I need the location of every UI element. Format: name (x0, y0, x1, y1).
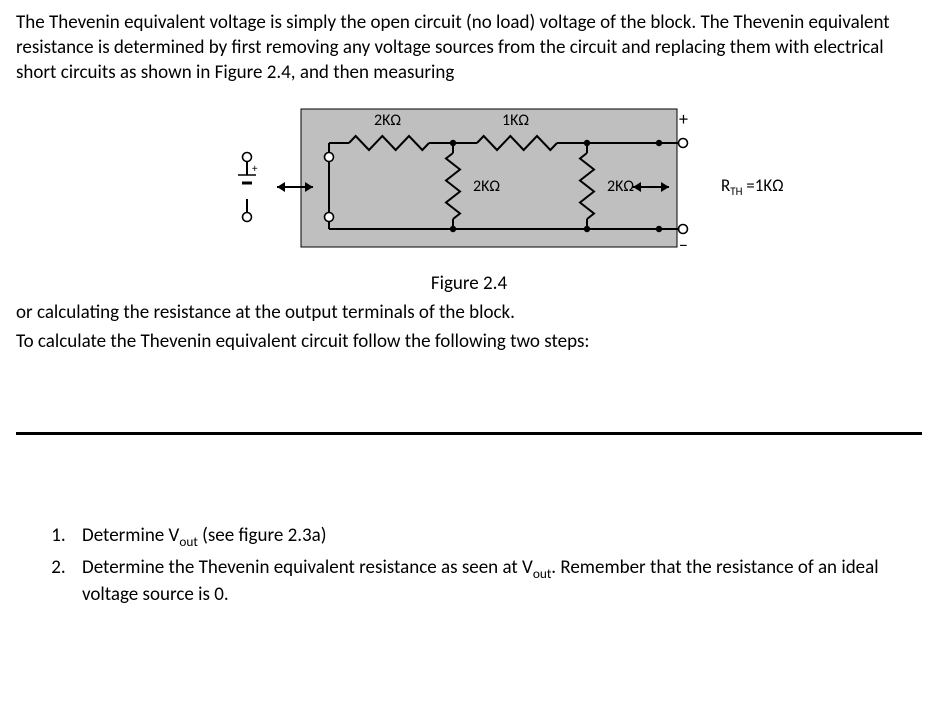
horizontal-rule (16, 432, 922, 435)
svg-text:+: + (252, 162, 258, 175)
figure-2-4: 2KΩ 1KΩ 2KΩ 2KΩ + − RTH =1KΩ + (16, 95, 922, 265)
steps-list: Determine Vout (see figure 2.3a) Determi… (70, 523, 922, 607)
lead-in-line: To calculate the Thevenin equivalent cir… (16, 329, 922, 354)
svg-text:1KΩ: 1KΩ (502, 111, 529, 130)
after-figure-line: or calculating the resistance at the out… (16, 300, 922, 325)
step1-sub: out (179, 533, 197, 550)
svg-text:2KΩ: 2KΩ (473, 177, 500, 196)
intro-paragraph: The Thevenin equivalent voltage is simpl… (16, 10, 922, 85)
step1-pre: Determine V (82, 524, 179, 547)
step1-post: (see figure 2.3a) (198, 524, 327, 547)
svg-text:RTH =1KΩ: RTH =1KΩ (721, 175, 784, 198)
figure-caption: Figure 2.4 (16, 271, 922, 296)
svg-text:−: − (679, 234, 688, 256)
step-2: Determine the Thevenin equivalent resist… (70, 555, 922, 607)
step2-pre: Determine the Thevenin equivalent resist… (82, 556, 533, 579)
circuit-diagram: 2KΩ 1KΩ 2KΩ 2KΩ + − RTH =1KΩ + (129, 95, 809, 265)
svg-text:2KΩ: 2KΩ (374, 111, 401, 130)
step-1: Determine Vout (see figure 2.3a) (70, 523, 922, 550)
svg-text:+: + (679, 108, 688, 130)
step2-sub: out (533, 565, 551, 582)
svg-text:2KΩ: 2KΩ (607, 177, 634, 196)
